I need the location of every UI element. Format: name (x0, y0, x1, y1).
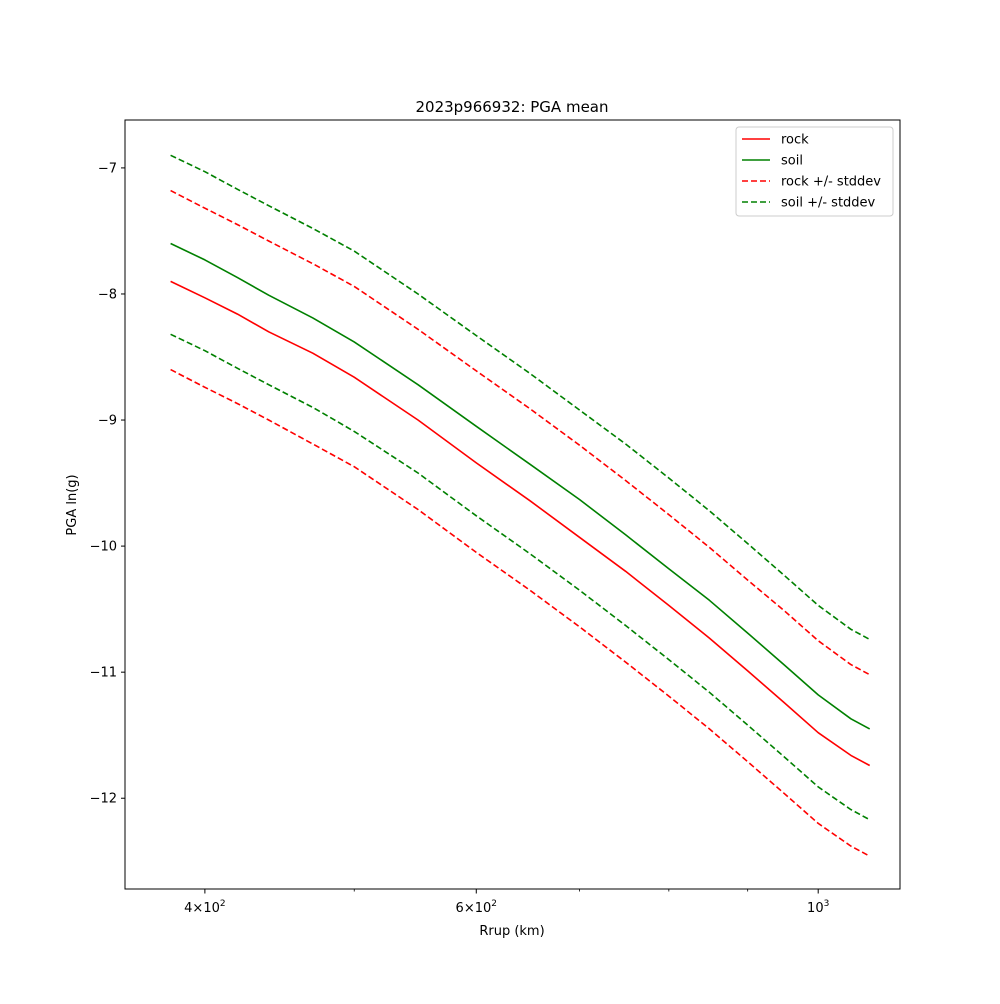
legend: rock soil rock +/- stddev soil +/- stddev (735, 126, 894, 217)
y-tick-label-3: −10 (90, 540, 117, 555)
legend-label-2: rock +/- stddev (781, 175, 881, 190)
y-tick-label-2: −9 (98, 414, 117, 429)
legend-box (735, 126, 894, 217)
legend-label-1: soil (781, 154, 803, 169)
y-tick-label-1: −8 (98, 287, 117, 302)
legend-label-3: soil +/- stddev (781, 196, 876, 211)
y-axis-label: PGA ln(g) (65, 474, 80, 535)
series-line-4 (170, 154, 871, 641)
series-line-5 (170, 333, 871, 821)
x-tick-label-2: 103 (807, 899, 829, 916)
chart-title: 2023p966932: PGA mean (415, 98, 608, 116)
series-line-2 (170, 189, 871, 676)
series-line-3 (170, 368, 871, 857)
plot-area (170, 154, 871, 857)
x-tick-label-0: 4×102 (184, 899, 225, 916)
y-tick-label-4: −11 (90, 666, 117, 681)
axes: −7 −8 −9 −10 −11 −12 4×102 6×102 103 (90, 161, 830, 916)
series-line-0 (170, 280, 871, 767)
y-tick-label-5: −12 (90, 792, 117, 807)
series-line-1 (170, 242, 871, 730)
plot-frame (124, 119, 901, 890)
y-tick-label-0: −7 (98, 161, 117, 176)
x-axis-label: Rrup (km) (479, 924, 544, 939)
legend-label-0: rock (781, 133, 809, 148)
x-tick-label-1: 6×102 (456, 899, 497, 916)
